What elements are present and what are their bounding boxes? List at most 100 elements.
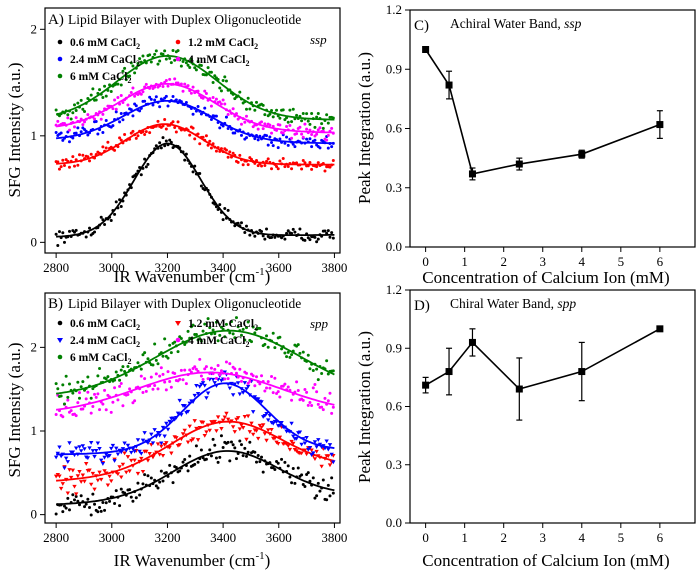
data-point [214, 149, 218, 153]
data-point [319, 464, 324, 469]
x-tick-label-d: 1 [461, 530, 468, 545]
data-point [216, 339, 220, 343]
data-point [91, 387, 95, 391]
data-point [270, 235, 274, 239]
data-point [298, 351, 302, 355]
data-point [285, 124, 289, 128]
data-point [313, 382, 317, 386]
data-point [190, 437, 196, 442]
data-point [119, 138, 123, 142]
data-point [265, 159, 269, 163]
data-point [290, 353, 294, 357]
x-axis-label-b: IR Wavenumber (cm-1) [114, 550, 271, 570]
data-point [198, 357, 202, 361]
data-point [143, 99, 147, 103]
data-point [62, 163, 66, 167]
data-point [151, 103, 155, 107]
data-point [71, 136, 75, 140]
data-point [326, 447, 331, 452]
data-point [122, 441, 127, 446]
data-point [201, 329, 205, 333]
data-point [113, 98, 117, 102]
data-point [107, 453, 112, 458]
data-point [288, 108, 292, 112]
data-point [306, 403, 310, 407]
data-point [158, 374, 162, 378]
data-point [98, 505, 102, 509]
data-point [261, 103, 265, 107]
data-point [144, 82, 148, 86]
data-point [119, 450, 124, 455]
data-point [310, 132, 314, 136]
data-point [123, 66, 127, 70]
data-point [161, 124, 165, 128]
data-point [301, 398, 305, 402]
data-point [146, 162, 150, 166]
data-point [66, 113, 70, 117]
data-point [162, 434, 167, 439]
data-point [168, 343, 172, 347]
data-point [331, 491, 335, 495]
data-point [116, 82, 120, 86]
data-point [285, 355, 289, 359]
x-tick-label-d: 4 [579, 530, 586, 545]
data-point [656, 121, 664, 129]
data-point [230, 393, 236, 398]
data-point [263, 163, 267, 167]
data-point [169, 385, 173, 389]
data-point [330, 145, 334, 149]
data-point [138, 57, 142, 61]
data-point [244, 114, 248, 118]
data-point [209, 146, 213, 150]
x-tick-label-d: 5 [618, 530, 625, 545]
data-point [147, 452, 152, 456]
data-point [306, 471, 310, 475]
data-point [238, 367, 242, 371]
x-tick-label-c: 3 [539, 254, 546, 269]
data-point [302, 441, 308, 446]
data-point [255, 436, 261, 441]
data-point [258, 326, 262, 330]
data-point [286, 120, 290, 124]
data-point [129, 450, 134, 455]
data-point [273, 235, 277, 239]
data-point [226, 440, 230, 444]
data-point [253, 331, 257, 335]
data-point [150, 441, 156, 446]
data-point [154, 144, 158, 148]
data-point [250, 157, 253, 161]
data-point [316, 402, 320, 406]
data-point [280, 457, 284, 461]
data-point [276, 461, 280, 465]
data-point [266, 143, 270, 147]
data-point [262, 414, 268, 418]
data-point [134, 496, 138, 500]
data-point [98, 367, 102, 371]
data-point [89, 513, 93, 517]
data-point [102, 469, 107, 474]
data-point [225, 417, 231, 422]
data-point [219, 427, 224, 431]
data-point [151, 363, 155, 367]
data-point [244, 454, 248, 458]
data-point [199, 448, 203, 452]
legend-a: 0.6 mM CaCl2 1.2 mM CaCl2 2.4 mM CaCl2 4 mM… [57, 37, 258, 85]
data-point [241, 327, 245, 331]
data-point [169, 61, 173, 65]
data-point [168, 56, 172, 60]
data-point [153, 52, 157, 56]
data-point [155, 442, 161, 447]
data-point [321, 408, 325, 412]
data-point [139, 456, 144, 461]
data-point [231, 151, 235, 155]
data-point [113, 148, 117, 152]
data-point [326, 229, 330, 233]
data-point [303, 161, 307, 165]
data-point [74, 109, 78, 113]
data-point [194, 384, 199, 388]
data-point [209, 454, 213, 458]
data-point [89, 93, 93, 97]
data-point [133, 399, 137, 403]
data-point [163, 337, 167, 341]
data-point [277, 435, 283, 440]
